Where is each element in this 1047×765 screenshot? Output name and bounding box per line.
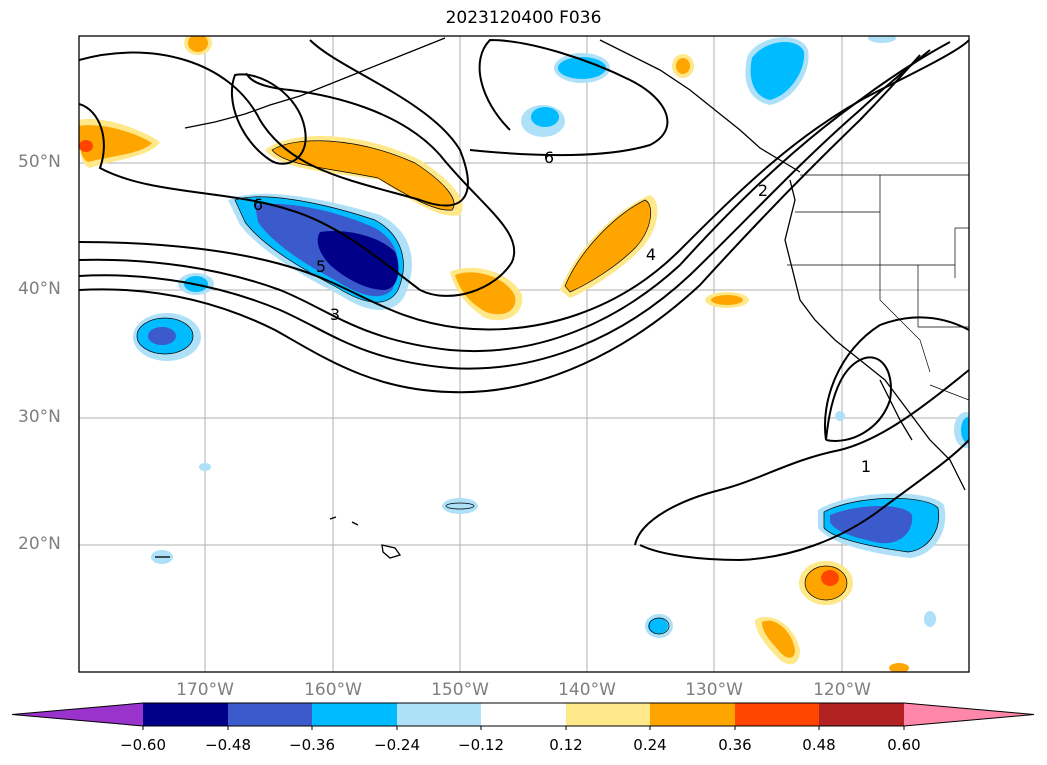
colorbar-tick-label: 0.12 [549,736,583,754]
contour-labels: 6 6 5 3 4 2 1 [253,148,871,476]
colorbar-tick-label: 0.48 [802,736,836,754]
longitude-label: 120°W [813,680,871,700]
contour-label: 4 [646,245,656,264]
colorbar-tick-label: −0.24 [374,736,420,754]
colorbar-segment [904,703,1034,726]
anomaly-outlines [136,140,940,635]
colorbar-segment [228,703,312,726]
latitude-label: 50°N [18,152,61,172]
colorbar-segment [312,703,397,726]
colorbar-segment [143,703,228,726]
contour-label: 6 [253,195,263,214]
contour-label: 3 [330,305,340,324]
longitude-label: 170°W [176,680,234,700]
colorbar-segment [735,703,819,726]
latitude-label: 30°N [18,407,61,427]
anomaly-shading [79,36,969,672]
longitude-label: 160°W [304,680,362,700]
colorbar-segment [819,703,904,726]
map-plot-area [79,36,969,672]
contour-label: 2 [758,181,768,200]
coastlines [155,37,966,559]
colorbar-tick-label: −0.60 [120,736,166,754]
latitude-label: 20°N [18,534,61,554]
colorbar-tick-label: −0.12 [458,736,504,754]
map-frame [78,35,970,673]
colorbar-segment [650,703,735,726]
colorbar-segment [397,703,481,726]
contour-label: 6 [544,148,554,167]
height-contours [79,38,969,562]
colorbar-segment [481,703,566,726]
colorbar [11,702,1035,730]
longitude-label: 140°W [558,680,616,700]
colorbar-tick-label: 0.60 [887,736,921,754]
contour-label: 5 [316,257,326,276]
map-title: 2023120400 F036 [445,8,602,28]
colorbar-segment [12,703,143,726]
gridlines [79,36,969,672]
colorbar-tick-label: 0.24 [633,736,667,754]
contour-label: 1 [861,457,871,476]
latitude-label: 40°N [18,279,61,299]
longitude-label: 150°W [431,680,489,700]
colorbar-tick-label: −0.48 [205,736,251,754]
colorbar-segment [566,703,650,726]
colorbar-tick-label: −0.36 [289,736,335,754]
colorbar-tick-label: 0.36 [718,736,752,754]
longitude-label: 130°W [685,680,743,700]
